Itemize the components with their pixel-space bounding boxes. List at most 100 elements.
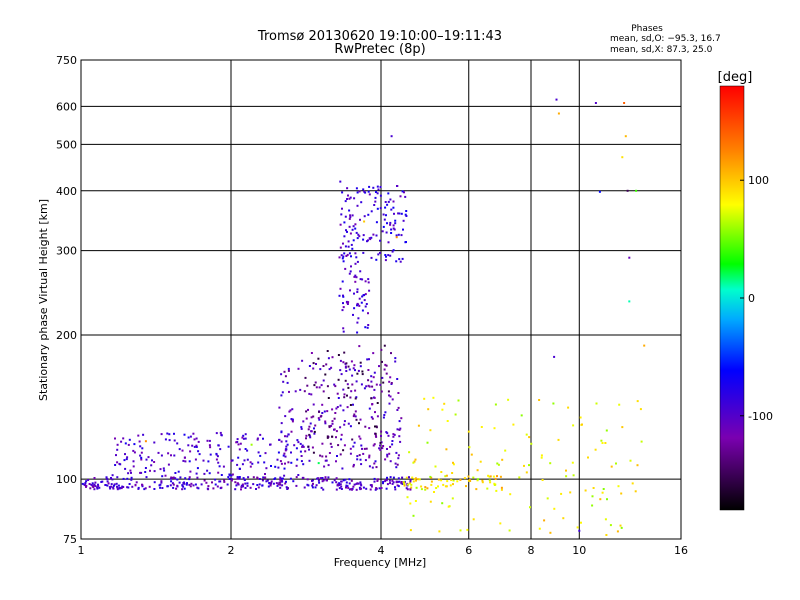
data-point (196, 467, 199, 470)
data-point (530, 442, 533, 445)
data-point (191, 444, 194, 447)
data-point (279, 483, 282, 486)
data-point (153, 441, 156, 444)
data-point (137, 434, 140, 437)
data-point (414, 477, 417, 480)
data-point (346, 253, 349, 256)
data-point (429, 429, 432, 432)
data-point (105, 476, 108, 479)
data-point (342, 449, 345, 452)
data-point (194, 483, 197, 486)
data-point (402, 219, 405, 222)
data-point (310, 416, 313, 419)
data-point (315, 484, 318, 487)
data-point (321, 455, 324, 458)
data-point (173, 454, 176, 457)
data-point (387, 241, 390, 244)
data-point (167, 463, 170, 466)
data-point (354, 274, 357, 277)
data-point (456, 480, 459, 483)
data-point (238, 467, 241, 470)
data-point (373, 443, 376, 446)
data-point (472, 518, 475, 521)
data-point (336, 455, 338, 457)
data-point (525, 471, 528, 474)
data-point (467, 430, 470, 433)
data-point (350, 488, 353, 491)
data-point (368, 185, 371, 188)
data-point (389, 254, 392, 257)
data-point (359, 483, 362, 486)
data-point (196, 476, 199, 479)
data-point (275, 482, 278, 485)
data-point (387, 200, 390, 203)
data-point (300, 427, 303, 430)
data-point (375, 191, 377, 193)
data-point (326, 435, 329, 438)
data-point (91, 482, 94, 485)
data-point (339, 404, 342, 407)
data-point (476, 469, 479, 472)
data-point (144, 467, 147, 469)
data-point (114, 437, 116, 440)
data-point (362, 294, 365, 297)
data-point (284, 449, 287, 452)
data-point (359, 458, 362, 461)
data-point (256, 438, 259, 441)
data-point (365, 385, 368, 388)
data-point (443, 402, 446, 405)
data-point (123, 459, 126, 462)
data-point (142, 433, 145, 436)
data-point (363, 215, 366, 218)
data-point (375, 435, 378, 438)
data-point (343, 396, 346, 399)
data-point (174, 477, 177, 480)
data-point (406, 496, 409, 499)
data-point (367, 384, 370, 387)
data-point (361, 295, 364, 298)
data-point (518, 476, 521, 479)
data-point (241, 483, 244, 486)
data-point (278, 406, 281, 409)
data-point (386, 448, 388, 450)
data-point (565, 469, 567, 472)
data-point (116, 476, 119, 479)
data-point (325, 479, 328, 482)
data-point (370, 416, 373, 419)
data-point (307, 408, 309, 411)
data-point (370, 210, 373, 213)
data-point (208, 472, 211, 475)
data-point (368, 358, 370, 361)
data-point (396, 463, 399, 466)
data-point (379, 194, 382, 197)
data-point (387, 254, 390, 257)
data-point (365, 303, 368, 305)
data-point (367, 324, 370, 326)
data-point (330, 445, 333, 448)
data-point (274, 465, 277, 468)
data-point (193, 438, 196, 441)
data-point (322, 390, 325, 393)
data-point (384, 363, 387, 366)
data-point (228, 478, 231, 480)
data-point (546, 497, 549, 500)
data-point (372, 233, 375, 236)
data-point (110, 477, 112, 479)
data-point (370, 380, 373, 383)
data-point (412, 514, 415, 517)
data-point (355, 482, 358, 485)
data-point (127, 486, 130, 489)
y-tick-label: 400 (56, 185, 77, 198)
data-point (172, 483, 175, 486)
data-point (639, 408, 642, 411)
data-point (343, 221, 346, 224)
data-point (319, 415, 322, 418)
data-point (242, 434, 245, 437)
data-point (310, 430, 313, 433)
data-point (373, 396, 376, 399)
data-point (528, 464, 530, 467)
data-point (240, 484, 243, 487)
chart-subtitle: RwPretec (8p) (334, 42, 425, 57)
data-point (249, 465, 252, 468)
data-point (244, 448, 247, 450)
